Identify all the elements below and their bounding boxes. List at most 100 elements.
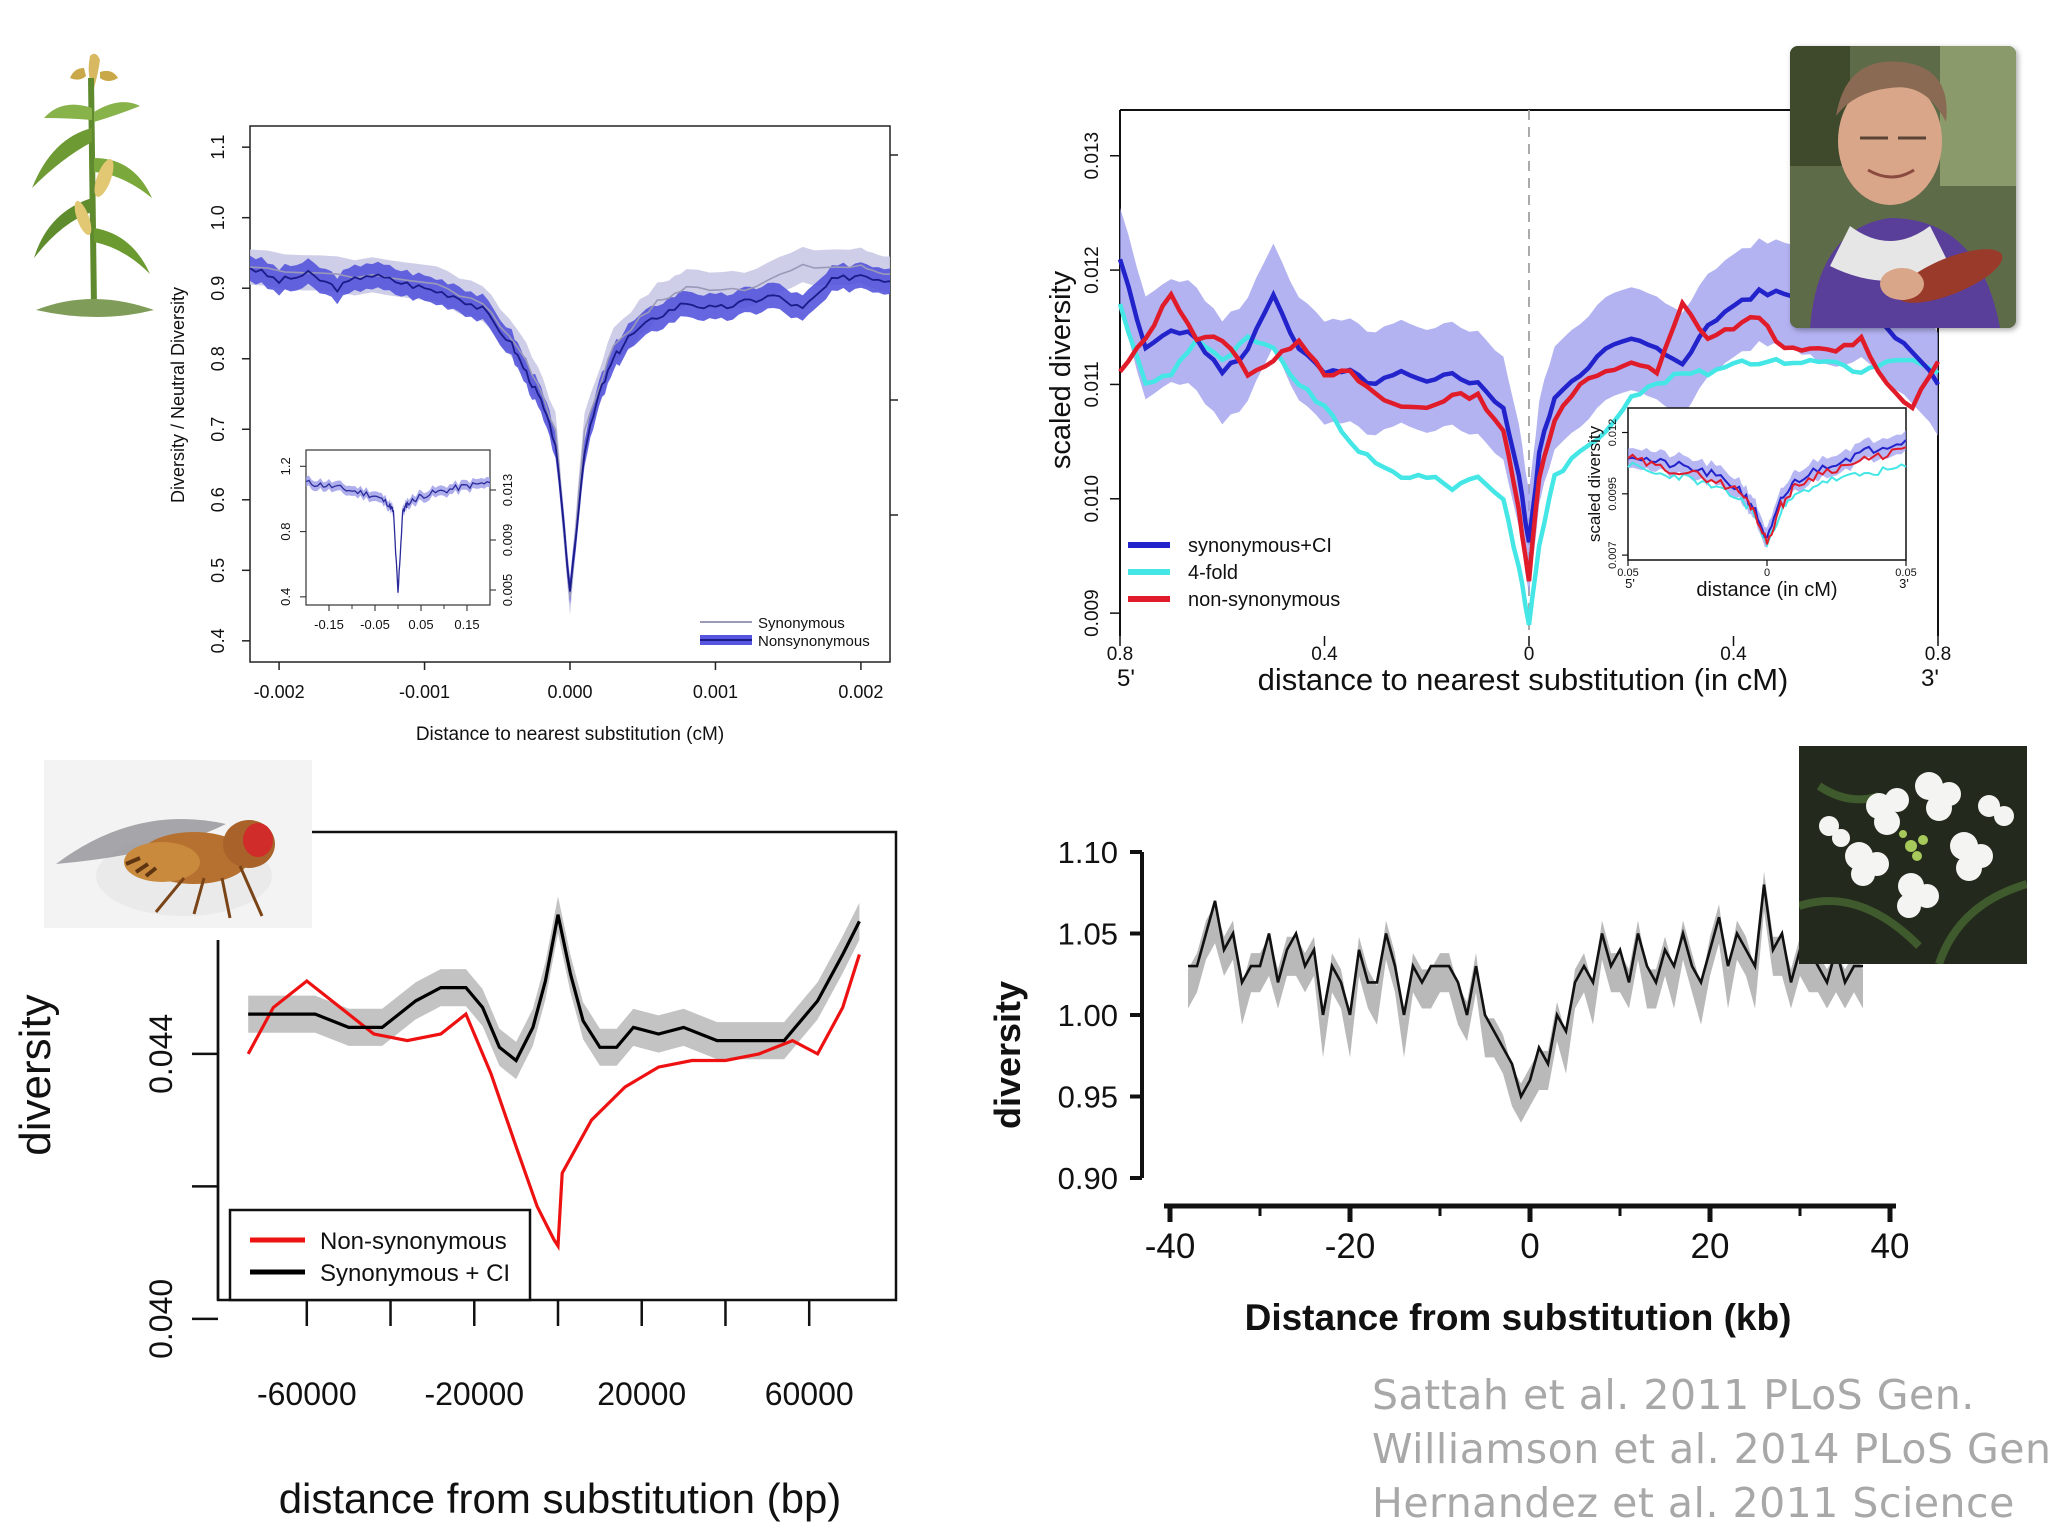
inset-y-tick-label: 0.0095: [1607, 477, 1619, 511]
y-tick-label: 0.040: [143, 1279, 179, 1359]
y-tick-label: 0.044: [143, 1014, 179, 1094]
inset-y-right-tick-label: 0.013: [500, 474, 515, 507]
y-tick-label: 0.012: [1082, 246, 1103, 294]
y-tick-label: 0.95: [1058, 1080, 1118, 1115]
inset-y-right-tick-label: 0.009: [500, 524, 515, 557]
x-tick-label: 0.8: [1107, 644, 1133, 665]
inset-x-tick-label: 0.05: [408, 617, 433, 632]
inset-x-tick-label: -0.05: [360, 617, 390, 632]
x-tick-label: 0.4: [1311, 644, 1338, 665]
x-end-label-5prime: 5': [1117, 665, 1135, 692]
citation-1: Sattah et al. 2011 PLoS Gen.: [1372, 1371, 1975, 1419]
series-diversity: [1188, 884, 1863, 1100]
inset-band: [306, 475, 490, 598]
inset-y-right-tick-label: 0.005: [500, 574, 515, 607]
x-end-label-3prime: 3': [1921, 665, 1939, 692]
y-tick-label: 0.90: [1058, 1161, 1118, 1196]
series-nonsynonymous: [249, 267, 891, 592]
legend-label-synonymous: Synonymous: [758, 615, 845, 632]
y-tick-label: 1.0: [208, 205, 228, 230]
y-tick-label: 0.7: [208, 417, 228, 442]
inset-y-tick-label: 1.2: [278, 457, 293, 475]
arabidopsis-flower-photo: [1799, 746, 2027, 964]
y-axis-label: diversity: [987, 981, 1028, 1129]
x-tick-label: -0.001: [399, 682, 450, 702]
inset-y-tick-label: 0.012: [1607, 419, 1619, 447]
legend: synonymous+CI 4-fold non-synonymous: [1128, 535, 1340, 611]
y-tick-label: 1.10: [1058, 835, 1118, 870]
portrait-photo: [1790, 46, 2016, 328]
x-tick-label: 0: [1524, 644, 1535, 665]
x-tick-label: 0: [1520, 1227, 1539, 1266]
legend-label-synonymous-ci: Synonymous + CI: [320, 1260, 510, 1287]
inset-y-tick-label: 0.4: [278, 588, 293, 606]
inset-x-tick-label: 0.05: [1617, 567, 1638, 579]
inset-series-non-synonymous: [1627, 446, 1907, 545]
y-tick-label: 0.011: [1082, 361, 1103, 407]
y-tick-label: 0.6: [208, 487, 228, 512]
legend-box: [228, 1208, 532, 1302]
inset-y-axis-label: scaled diversity: [1585, 425, 1604, 542]
y-tick-label: 0.9: [208, 276, 228, 301]
legend-label-1: 4-fold: [1188, 562, 1238, 584]
x-axis-label: Distance to nearest substitution (cM): [416, 724, 724, 745]
inset-series-synonymous-ci: [1627, 439, 1907, 539]
inset-x-end-5prime: 5': [1625, 576, 1635, 591]
inset-series: [305, 479, 491, 593]
legend-label-non-synonymous: Non-synonymous: [320, 1228, 507, 1255]
band-synonymous-ci: [248, 896, 860, 1080]
y-axis-label: diversity: [11, 994, 60, 1155]
inset-x-tick-label: -0.15: [314, 617, 344, 632]
x-tick-label: 0.001: [693, 682, 738, 702]
citation-2: Williamson et al. 2014 PLoS Gen: [1372, 1425, 2048, 1473]
y-tick-label: 1.05: [1058, 917, 1118, 952]
inset-x-tick-label: 0.15: [454, 617, 479, 632]
citation-3: Hernandez et al. 2011 Science: [1372, 1479, 2015, 1527]
y-axis-label: Diversity / Neutral Diversity: [168, 287, 188, 503]
x-tick-label: 40: [1871, 1227, 1910, 1266]
band-nonsynonymous: [250, 255, 890, 605]
x-tick-label: -20000: [424, 1376, 524, 1412]
series-synonymous: [249, 263, 891, 598]
x-axis-label: distance to nearest substitution (in cM): [1258, 662, 1789, 697]
x-tick-label: 0.8: [1925, 644, 1951, 665]
inset-x-tick-label: 0.05: [1895, 567, 1916, 579]
x-tick-label: -40: [1145, 1227, 1196, 1266]
y-tick-label: 1.1: [208, 135, 228, 160]
citations: Sattah et al. 2011 PLoS Gen. Williamson …: [1372, 1368, 2048, 1530]
inset-x-end-3prime: 3': [1899, 576, 1909, 591]
y-tick-label: 0.010: [1082, 475, 1103, 523]
inset-frame: [305, 449, 491, 606]
x-tick-label: 20: [1691, 1227, 1730, 1266]
inset-y-tick-label: 0.007: [1607, 541, 1619, 569]
legend-label-2: non-synonymous: [1188, 589, 1340, 611]
y-tick-label: 0.8: [208, 346, 228, 371]
fruit-fly-icon: [44, 760, 312, 928]
legend-label-nonsynonymous: Nonsynonymous: [758, 633, 870, 650]
inset-x-axis-label: distance (in cM): [1696, 579, 1837, 601]
x-tick-label: 60000: [765, 1376, 854, 1412]
inset-band: [1628, 430, 1906, 548]
series-non-synonymous: [246, 954, 861, 1252]
y-tick-label: 0.009: [1082, 589, 1103, 637]
y-tick-label: 1.00: [1058, 998, 1118, 1033]
series-synonymous-ci: [248, 914, 861, 1063]
y-tick-label: 0.5: [208, 558, 228, 583]
x-tick-label: -0.002: [254, 682, 305, 702]
legend-label-0: synonymous+CI: [1188, 535, 1332, 557]
y-tick-label: 0.4: [208, 628, 228, 653]
x-tick-label: 0.4: [1720, 644, 1747, 665]
x-tick-label: 0.002: [838, 682, 883, 702]
maize-plant-icon: [28, 48, 158, 324]
x-tick-label: 20000: [597, 1376, 686, 1412]
x-axis-label: Distance from substitution (kb): [1245, 1297, 1792, 1338]
